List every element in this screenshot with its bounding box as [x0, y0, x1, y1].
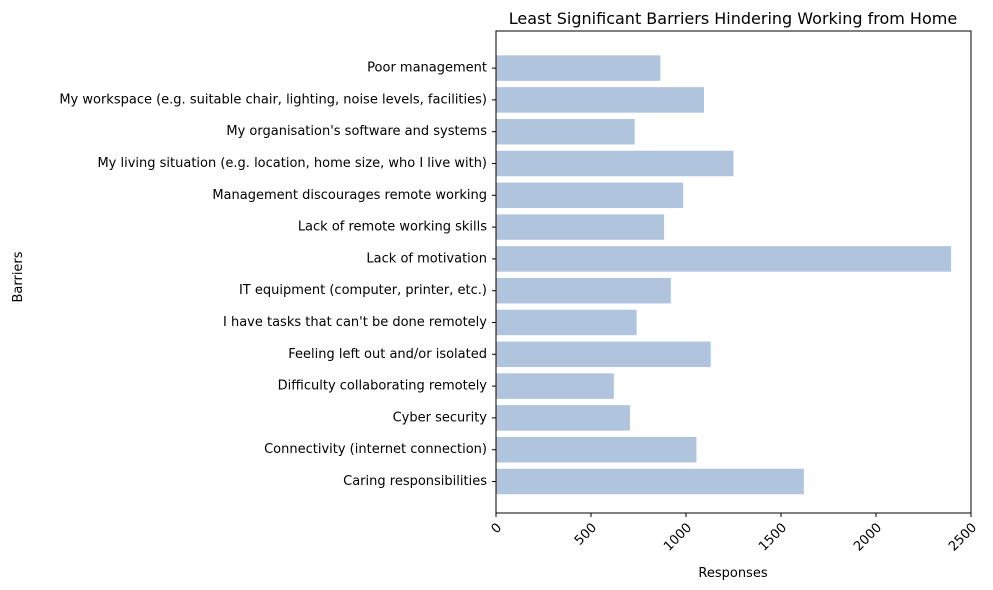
y-tick-label: Poor management — [367, 61, 487, 76]
x-tick-label: 500 — [572, 520, 600, 548]
y-tick-label: IT equipment (computer, printer, etc.) — [239, 283, 487, 298]
bars-group — [496, 55, 952, 495]
bar — [496, 309, 637, 336]
y-tick-label: My workspace (e.g. suitable chair, light… — [59, 92, 487, 107]
bar — [496, 55, 661, 81]
bar — [496, 150, 734, 177]
y-tick-label: Difficulty collaborating remotely — [278, 379, 488, 394]
bar — [496, 341, 711, 368]
y-axis-label: Barriers — [11, 251, 26, 302]
bar — [496, 246, 952, 272]
x-tick-label: 1500 — [756, 520, 790, 554]
x-tick-label: 0 — [489, 520, 505, 536]
bar — [496, 405, 630, 431]
x-tick-label: 2500 — [946, 520, 980, 554]
y-tick-label: My organisation's software and systems — [226, 124, 487, 139]
y-tick-label: Management discourages remote working — [212, 188, 487, 203]
chart-title: Least Significant Barriers Hindering Wor… — [509, 9, 957, 28]
bar — [496, 214, 665, 240]
bar — [496, 373, 614, 399]
x-ticks-group: 0 500 1000 1500 2000 2500 — [489, 513, 980, 554]
x-axis-label: Responses — [698, 566, 767, 581]
y-tick-label: Feeling left out and/or isolated — [288, 347, 487, 362]
y-tick-label: Caring responsibilities — [343, 474, 487, 489]
y-tick-label: My living situation (e.g. location, home… — [97, 156, 487, 171]
bar — [496, 436, 697, 463]
bar — [496, 182, 684, 209]
x-tick-label: 1000 — [661, 520, 695, 554]
x-tick-label: 2000 — [851, 520, 885, 554]
bar — [496, 277, 671, 304]
bar — [496, 468, 804, 495]
bar — [496, 87, 705, 113]
bar — [496, 118, 635, 145]
y-tick-label: I have tasks that can't be done remotely — [223, 315, 487, 330]
plot-frame — [495, 30, 972, 514]
y-tick-label: Connectivity (internet connection) — [264, 442, 487, 457]
y-tick-label: Cyber security — [393, 410, 488, 425]
y-tick-label: Lack of motivation — [366, 251, 487, 266]
y-ticks-group: Caring responsibilities Connectivity (int… — [59, 61, 496, 489]
y-tick-label: Lack of remote working skills — [298, 220, 487, 235]
